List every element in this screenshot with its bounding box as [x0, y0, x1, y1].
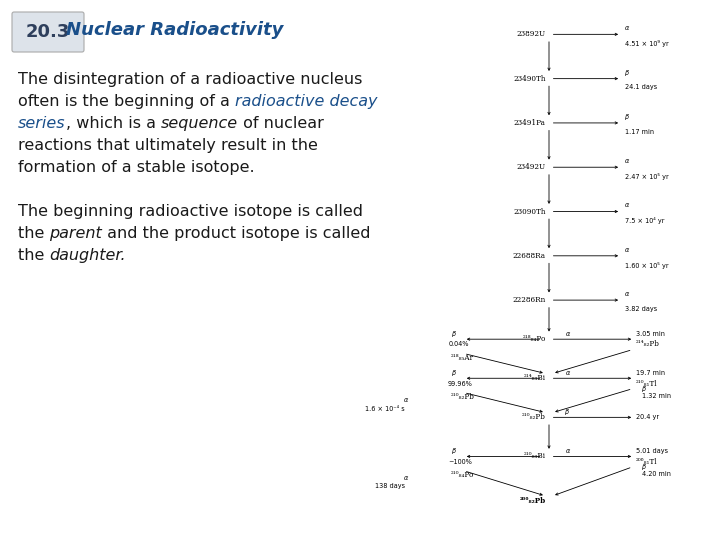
Text: 23892U: 23892U	[516, 30, 546, 38]
Text: Nuclear Radioactivity: Nuclear Radioactivity	[66, 21, 284, 39]
Text: 4.20 min: 4.20 min	[642, 471, 671, 477]
Text: The beginning radioactive isotope is called: The beginning radioactive isotope is cal…	[18, 204, 363, 219]
Text: ~100%: ~100%	[449, 459, 472, 465]
Text: 7.5 × 10⁴ yr: 7.5 × 10⁴ yr	[625, 217, 665, 224]
Text: β: β	[451, 448, 456, 454]
Text: radioactive decay: radioactive decay	[235, 94, 377, 109]
Text: 23491Pa: 23491Pa	[514, 119, 546, 127]
Text: β: β	[625, 70, 629, 76]
Text: often is the beginning of a: often is the beginning of a	[18, 94, 235, 109]
Text: α: α	[404, 475, 408, 481]
Text: 23490Th: 23490Th	[513, 75, 546, 83]
Text: 23090Th: 23090Th	[513, 207, 546, 215]
Text: β: β	[451, 331, 456, 337]
Text: ²¹⁰₈₄Po: ²¹⁰₈₄Po	[451, 471, 474, 479]
Text: 138 days: 138 days	[375, 483, 405, 489]
Text: α: α	[404, 397, 408, 403]
Text: 4.51 × 10⁹ yr: 4.51 × 10⁹ yr	[625, 40, 669, 47]
Text: daughter.: daughter.	[50, 248, 126, 263]
Text: 99.96%: 99.96%	[448, 381, 473, 387]
Text: series: series	[18, 116, 66, 131]
Text: α: α	[625, 247, 629, 253]
Text: 1.32 min: 1.32 min	[642, 393, 671, 399]
Text: 0.04%: 0.04%	[449, 341, 469, 347]
Text: ²¹⁰₈₁Tl: ²¹⁰₈₁Tl	[636, 380, 657, 388]
Text: β: β	[642, 386, 647, 392]
Text: 22688Ra: 22688Ra	[513, 252, 546, 260]
Text: 19.7 min: 19.7 min	[636, 370, 665, 376]
Text: 5.01 days: 5.01 days	[636, 448, 668, 454]
Text: ²¹⁰₈₂Pb: ²¹⁰₈₂Pb	[450, 393, 474, 401]
Text: 20.3: 20.3	[26, 23, 70, 41]
Text: and the product isotope is called: and the product isotope is called	[102, 226, 371, 241]
Text: parent: parent	[50, 226, 102, 241]
Text: β: β	[642, 464, 647, 470]
Text: ²¹⁰₈₂Pb: ²¹⁰₈₂Pb	[522, 413, 546, 421]
Text: 1.60 × 10⁵ yr: 1.60 × 10⁵ yr	[625, 261, 669, 268]
Text: 2.47 × 10⁵ yr: 2.47 × 10⁵ yr	[625, 173, 669, 180]
Text: α: α	[625, 202, 629, 208]
Text: 22286Rn: 22286Rn	[513, 296, 546, 304]
Text: ²¹⁸₈₅Ar: ²¹⁸₈₅Ar	[451, 354, 474, 361]
Text: α: α	[625, 25, 629, 31]
Text: β: β	[625, 114, 629, 120]
Text: ²¹⁴₈₂Pb: ²¹⁴₈₂Pb	[636, 341, 660, 348]
Text: the: the	[18, 248, 50, 263]
Text: 23492U: 23492U	[516, 163, 546, 171]
Text: ²⁰⁶₈₂Pb: ²⁰⁶₈₂Pb	[519, 497, 546, 505]
Text: ²⁰⁶₈₁Tl: ²⁰⁶₈₁Tl	[636, 458, 657, 465]
FancyBboxPatch shape	[12, 12, 84, 52]
Text: 24.1 days: 24.1 days	[625, 84, 657, 90]
Text: ²¹⁴₈₃Bi: ²¹⁴₈₃Bi	[523, 374, 546, 382]
Text: of nuclear: of nuclear	[238, 116, 324, 131]
Text: α: α	[625, 291, 629, 297]
Text: 3.05 min: 3.05 min	[636, 331, 665, 337]
Text: the: the	[18, 226, 50, 241]
Text: α: α	[625, 158, 629, 164]
Text: 1.17 min: 1.17 min	[625, 129, 654, 134]
Text: β: β	[451, 370, 456, 376]
Text: reactions that ultimately result in the: reactions that ultimately result in the	[18, 138, 318, 153]
Text: , which is a: , which is a	[66, 116, 161, 131]
Text: β: β	[565, 409, 570, 415]
Text: α: α	[565, 448, 570, 454]
Text: 1.6 × 10⁻⁴ s: 1.6 × 10⁻⁴ s	[365, 406, 405, 412]
Text: 20.4 yr: 20.4 yr	[636, 414, 659, 420]
Text: ²¹⁸₈₄Po: ²¹⁸₈₄Po	[522, 335, 546, 343]
Text: 3.82 days: 3.82 days	[625, 306, 657, 312]
Text: formation of a stable isotope.: formation of a stable isotope.	[18, 160, 255, 175]
Text: α: α	[565, 331, 570, 337]
Text: sequence: sequence	[161, 116, 238, 131]
Text: α: α	[565, 370, 570, 376]
Text: ²¹⁰₈₃Bi: ²¹⁰₈₃Bi	[523, 453, 546, 461]
Text: The disintegration of a radioactive nucleus: The disintegration of a radioactive nucl…	[18, 72, 362, 87]
